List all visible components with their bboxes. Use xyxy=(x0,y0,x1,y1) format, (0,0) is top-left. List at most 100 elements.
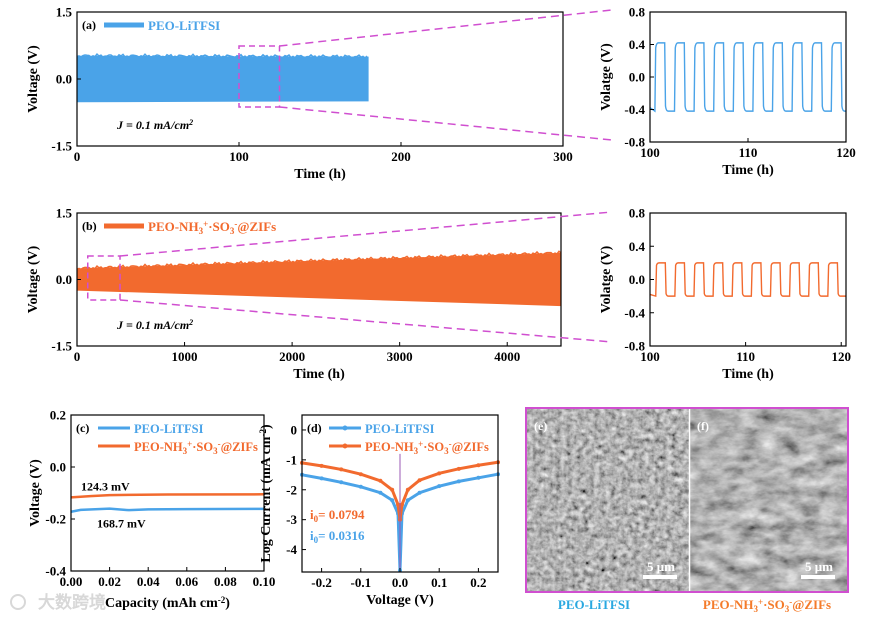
chart-a-zoom: 100 110 120 -0.8 -0.4 0.0 0.4 0.8 Time (h) Volatg… xyxy=(599,5,856,179)
voltage-square-wave xyxy=(649,42,846,113)
text-segment: 3 xyxy=(444,446,449,456)
data-point xyxy=(417,478,422,483)
x-tick-label: 200 xyxy=(391,149,411,164)
overpotential-label: 168.7 mV xyxy=(97,517,146,531)
panel-label: (c) xyxy=(76,421,89,435)
data-point xyxy=(319,476,324,481)
x-tick-label: 110 xyxy=(736,349,755,364)
text-segment: i xyxy=(310,507,314,522)
data-point xyxy=(405,498,410,503)
x-axis-label: Capacity (mAh cm-2) xyxy=(105,595,230,611)
text-segment: ·SO xyxy=(192,440,213,454)
y-tick-label: -0.8 xyxy=(624,339,645,354)
x-tick-label: 100 xyxy=(640,145,660,160)
chart-b: 0 1000 2000 3000 4000 -1.5 0.0 1.5 Time (h) Volta… xyxy=(26,206,613,382)
x-tick-label: 0.08 xyxy=(214,574,237,589)
y-axis-label: Volatge (V) xyxy=(599,43,614,111)
text-segment: + xyxy=(418,439,423,449)
data-point xyxy=(456,479,461,484)
data-point xyxy=(396,502,401,507)
text-segment: J = 0.1 mA/cm xyxy=(116,318,189,332)
text-segment: PEO-NH xyxy=(365,440,414,454)
text-segment: ·SO xyxy=(763,597,785,612)
scale-bar xyxy=(643,575,677,579)
text-segment: - xyxy=(449,439,452,449)
watermark-logo-icon xyxy=(10,594,26,610)
x-tick-label: -0.2 xyxy=(311,575,332,590)
x-tick-label: 110 xyxy=(739,145,758,160)
text-segment: - xyxy=(234,219,237,229)
panel-label: (d) xyxy=(307,421,322,435)
text-segment: i xyxy=(310,528,314,543)
y-tick-label: -2 xyxy=(286,482,297,497)
data-point xyxy=(358,484,363,489)
watermark: 大数跨境 xyxy=(38,592,106,612)
data-point xyxy=(476,463,481,468)
data-point xyxy=(399,502,404,507)
data-point xyxy=(339,467,344,472)
y-tick-label: -0.4 xyxy=(45,564,66,579)
exchange-current-label: i0= 0.0316 xyxy=(310,528,365,545)
y-axis-label: Volatge (V) xyxy=(599,245,614,313)
text-segment: 0 xyxy=(314,535,319,545)
y-tick-label: 0.0 xyxy=(629,70,645,85)
plot-area xyxy=(76,53,369,103)
text-segment: 3 xyxy=(414,446,419,456)
text-segment: + xyxy=(758,597,763,607)
exchange-current-label: i0= 0.0794 xyxy=(310,507,365,524)
zoom-connector xyxy=(119,211,613,257)
x-axis-label: Time (h) xyxy=(294,167,346,182)
panel-label: (a) xyxy=(82,18,96,32)
plot-area xyxy=(649,262,846,298)
text-segment: ·SO xyxy=(208,219,230,234)
text-segment: 3 xyxy=(213,446,218,456)
x-tick-label: 2000 xyxy=(279,349,305,364)
text-segment: @ZIFs xyxy=(792,597,831,612)
sem-caption: PEO-LiTFSI xyxy=(558,597,630,612)
text-segment: @ZIFs xyxy=(237,219,276,234)
data-point xyxy=(437,471,442,476)
y-tick-label: -1.5 xyxy=(51,339,72,354)
y-tick-label: 0.0 xyxy=(56,72,72,87)
data-point xyxy=(339,480,344,485)
chart-a: 0 100 200 300 -1.5 0.0 1.5 Time (h) Voltage (V) (… xyxy=(26,5,613,182)
axes-frame xyxy=(70,414,265,572)
legend-marker xyxy=(342,425,348,431)
data-point xyxy=(319,463,324,468)
x-tick-label: -0.1 xyxy=(351,575,372,590)
x-tick-label: 0.02 xyxy=(98,574,121,589)
x-axis-label: Time (h) xyxy=(722,163,774,178)
x-tick-label: 0.04 xyxy=(137,574,160,589)
x-axis-label: Voltage (V) xyxy=(366,593,434,608)
y-axis-label: Voltage (V) xyxy=(28,459,43,527)
x-tick-label: 0.10 xyxy=(253,574,276,589)
voltage-band-series xyxy=(77,55,369,103)
chart-b-zoom: 100 110 120 -0.8 -0.4 0.0 0.4 0.8 Time (h) Volatg… xyxy=(599,206,851,383)
text-segment: PEO-LiTFSI xyxy=(134,422,204,436)
x-tick-label: 0 xyxy=(74,349,81,364)
x-axis-label: Time (h) xyxy=(722,367,774,382)
legend-label: PEO-LiTFSI xyxy=(148,18,220,33)
data-point xyxy=(358,472,363,477)
legend-label: PEO-NH3+·SO3-@ZIFs xyxy=(365,439,489,456)
text-segment: 2 xyxy=(188,118,193,127)
data-point xyxy=(390,498,395,503)
text-segment: PEO-NH xyxy=(148,219,199,234)
chart-c: 168.7 mV 124.3 mV 0.00 0.02 0.04 0.06 0.08 0.10… xyxy=(28,408,275,612)
sem-panel-label: (e) xyxy=(534,419,547,433)
panel-label: (b) xyxy=(82,219,97,233)
legend-label: PEO-LiTFSI xyxy=(365,422,435,436)
y-axis-label: Log Current (mA cm-2) xyxy=(258,424,274,563)
x-tick-label: 100 xyxy=(229,149,249,164)
x-tick-label: 0.00 xyxy=(60,574,83,589)
sem-caption: PEO-NH3+·SO3-@ZIFs xyxy=(703,597,831,614)
y-tick-label: 1.5 xyxy=(56,5,73,20)
x-tick-label: 0 xyxy=(74,149,81,164)
x-tick-label: 0.06 xyxy=(175,574,198,589)
y-axis-label: Voltage (V) xyxy=(26,45,41,113)
y-tick-label: 0.2 xyxy=(50,408,66,423)
y-tick-label: 0.0 xyxy=(50,460,66,475)
